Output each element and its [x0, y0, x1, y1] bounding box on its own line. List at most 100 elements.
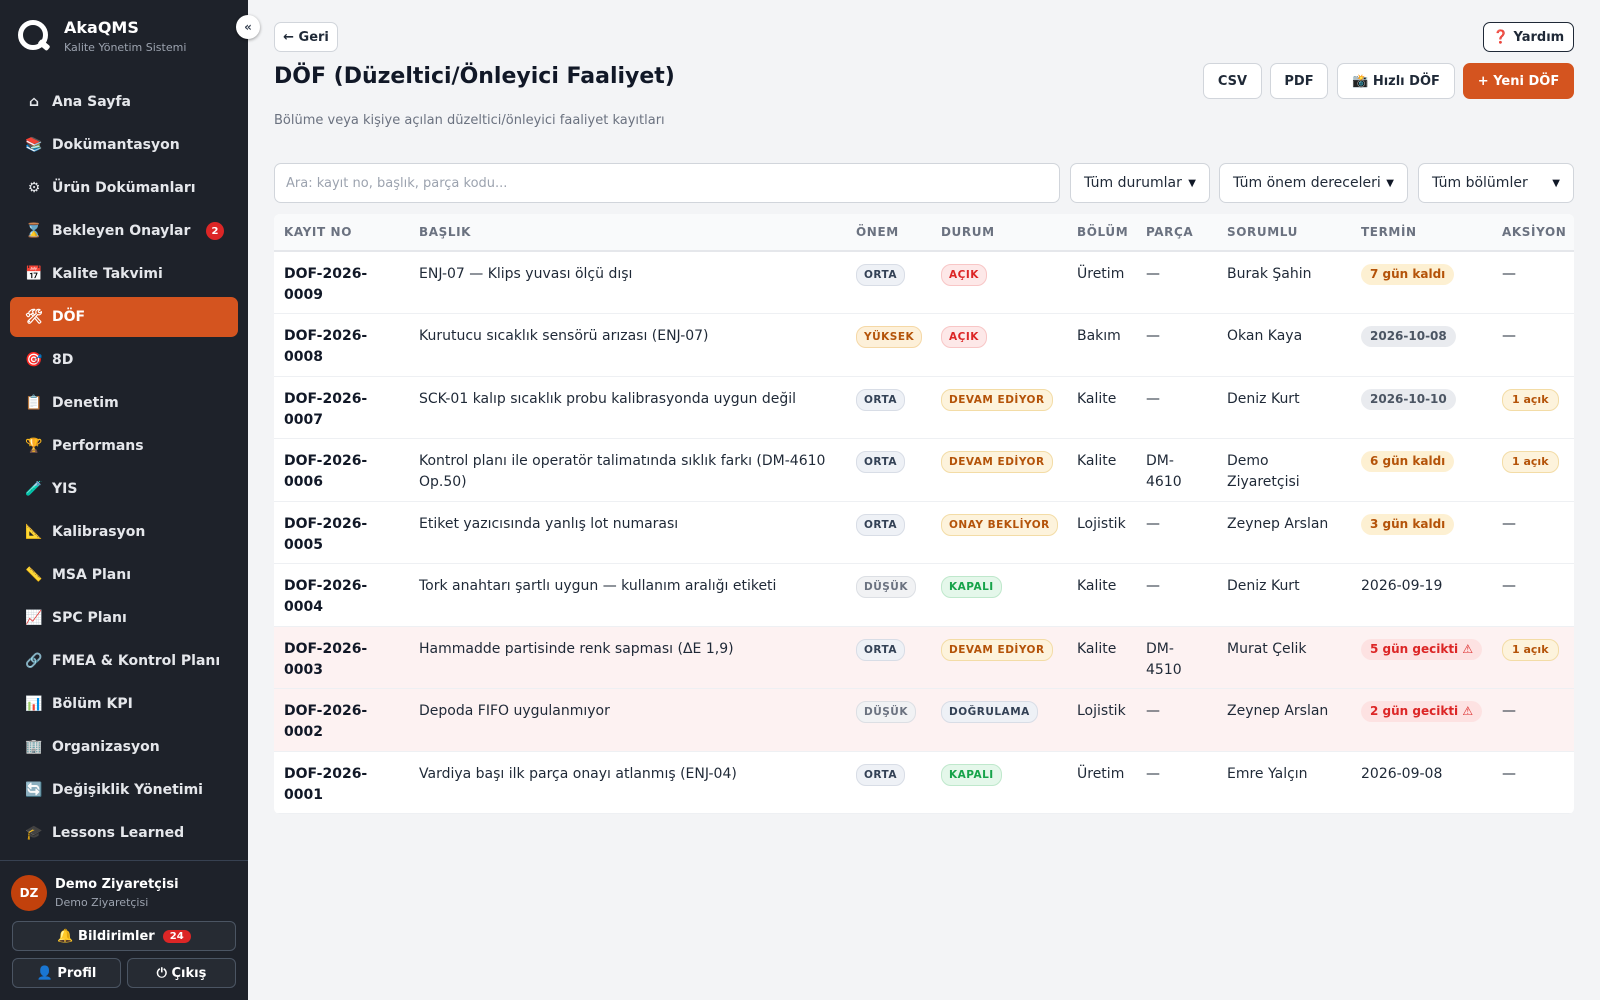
table-row[interactable]: DOF-2026-0002 Depoda FIFO uygulanmıyor DÜŞ…: [274, 688, 1574, 752]
title-cell[interactable]: Vardiya başı ilk parça onayı atlanmış (E…: [409, 751, 846, 814]
sidebar-item-8d[interactable]: 🎯 8D: [10, 340, 238, 380]
table-row[interactable]: DOF-2026-0007 SCK-01 kalıp sıcaklık probu…: [274, 376, 1574, 439]
table-row[interactable]: DOF-2026-0009 ENJ-07 — Klips yuvası ölçü …: [274, 251, 1574, 314]
sidebar-item-label: Kalibrasyon: [52, 524, 146, 540]
column-header[interactable]: DURUM: [931, 214, 1067, 252]
owner-cell: Deniz Kurt: [1217, 563, 1351, 627]
column-header[interactable]: BÖLÜM: [1067, 214, 1136, 252]
collapse-sidebar-button[interactable]: «: [236, 15, 260, 39]
title-cell[interactable]: Hammadde partisinde renk sapması (ΔE 1,9…: [409, 626, 846, 689]
sidebar-item-lessons[interactable]: 🎓 Lessons Learned: [10, 813, 238, 853]
table-row[interactable]: DOF-2026-0006 Kontrol planı ile operatör …: [274, 438, 1574, 502]
column-header[interactable]: SORUMLU: [1217, 214, 1351, 252]
record-id-cell[interactable]: DOF-2026-0003: [274, 626, 409, 689]
table-row[interactable]: DOF-2026-0004 Tork anahtarı şartlı uygun …: [274, 563, 1574, 627]
user-card[interactable]: DZ Demo Ziyaretçisi Demo Ziyaretçisi: [11, 875, 179, 911]
table-row[interactable]: DOF-2026-0008 Kurutucu sıcaklık sensörü a…: [274, 313, 1574, 377]
pending-nav-icon: ⌛: [25, 223, 43, 239]
sidebar-item-audit[interactable]: 📋 Denetim: [10, 383, 238, 423]
title-cell[interactable]: ENJ-07 — Klips yuvası ölçü dışı: [409, 251, 846, 314]
record-id-cell[interactable]: DOF-2026-0002: [274, 688, 409, 752]
record-id-cell[interactable]: DOF-2026-0007: [274, 376, 409, 439]
app-name: AkaQMS: [64, 18, 139, 37]
record-id-cell[interactable]: DOF-2026-0004: [274, 563, 409, 627]
open-actions-badge[interactable]: 1 açık: [1502, 451, 1559, 473]
export-pdf-button[interactable]: PDF: [1270, 63, 1328, 99]
sidebar-item-kpi[interactable]: 📊 Bölüm KPI: [10, 684, 238, 724]
status-badge: AÇIK: [941, 326, 987, 348]
sidebar-item-pending[interactable]: ⌛ Bekleyen Onaylar 2: [10, 211, 238, 251]
column-header[interactable]: KAYIT NO: [274, 214, 409, 252]
status-badge: DEVAM EDİYOR: [941, 451, 1053, 473]
due-badge: 6 gün kaldı: [1361, 451, 1455, 472]
quick-dof-button[interactable]: 📸 Hızlı DÖF: [1337, 63, 1455, 99]
part-cell: —: [1136, 376, 1217, 439]
action-empty: —: [1502, 703, 1516, 719]
sidebar-item-docs[interactable]: 📚 Dokümantasyon: [10, 125, 238, 165]
action-cell: —: [1492, 563, 1574, 627]
sidebar-item-home[interactable]: ⌂ Ana Sayfa: [10, 82, 238, 122]
action-empty: —: [1502, 515, 1516, 532]
sidebar-item-fmea[interactable]: 🔗 FMEA & Kontrol Planı: [10, 641, 238, 681]
record-id-cell[interactable]: DOF-2026-0009: [274, 251, 409, 314]
sidebar-item-change[interactable]: 🔄 Değişiklik Yönetimi: [10, 770, 238, 810]
due-badge: 2 gün gecikti ⚠: [1361, 701, 1483, 722]
action-cell: —: [1492, 688, 1574, 752]
severity-badge: DÜŞÜK: [856, 701, 916, 723]
column-header[interactable]: AKSİYON: [1492, 214, 1574, 252]
help-button[interactable]: ❓ Yardım: [1483, 22, 1574, 52]
notifications-label: 🔔 Bildirimler: [57, 928, 155, 944]
title-cell[interactable]: Depoda FIFO uygulanmıyor: [409, 688, 846, 752]
title-cell[interactable]: SCK-01 kalıp sıcaklık probu kalibrasyond…: [409, 376, 846, 439]
title-cell[interactable]: Tork anahtarı şartlı uygun — kullanım ar…: [409, 563, 846, 627]
column-header[interactable]: BAŞLIK: [409, 214, 846, 252]
column-header[interactable]: TERMİN: [1351, 214, 1492, 252]
new-dof-button[interactable]: + Yeni DÖF: [1463, 63, 1574, 99]
title-cell[interactable]: Etiket yazıcısında yanlış lot numarası: [409, 501, 846, 564]
sidebar-item-msa[interactable]: 📏 MSA Planı: [10, 555, 238, 595]
status-filter-select[interactable]: Tüm durumlar ▼: [1070, 163, 1210, 203]
sidebar-item-performance[interactable]: 🏆 Performans: [10, 426, 238, 466]
record-id-cell[interactable]: DOF-2026-0001: [274, 751, 409, 814]
sidebar-item-label: SPC Planı: [52, 610, 127, 626]
record-id-cell[interactable]: DOF-2026-0005: [274, 501, 409, 564]
profile-button[interactable]: 👤 Profil: [12, 958, 121, 988]
due-cell: 2 gün gecikti ⚠: [1351, 688, 1492, 752]
status-badge: DEVAM EDİYOR: [941, 388, 1053, 411]
department-cell: Kalite: [1067, 376, 1136, 439]
brand[interactable]: AkaQMS Kalite Yönetim Sistemi: [16, 18, 186, 54]
open-actions-badge[interactable]: 1 açık: [1502, 638, 1559, 661]
notifications-button[interactable]: 🔔 Bildirimler 24: [12, 921, 236, 951]
title-cell[interactable]: Kurutucu sıcaklık sensörü arızası (ENJ-0…: [409, 313, 846, 377]
title-cell[interactable]: Kontrol planı ile operatör talimatında s…: [409, 438, 846, 502]
record-id-cell[interactable]: DOF-2026-0008: [274, 313, 409, 377]
search-input[interactable]: [274, 163, 1060, 203]
department-cell: Kalite: [1067, 563, 1136, 627]
logout-button[interactable]: ⏻ Çıkış: [127, 958, 236, 988]
severity-filter-select[interactable]: Tüm önem dereceleri ▼: [1219, 163, 1408, 203]
export-csv-button[interactable]: CSV: [1203, 63, 1262, 99]
status-cell: KAPALI: [931, 751, 1067, 814]
sidebar-item-dof[interactable]: 🛠 DÖF: [10, 297, 238, 337]
owner-cell: Zeynep Arslan: [1217, 501, 1351, 564]
sidebar-item-spc[interactable]: 📈 SPC Planı: [10, 598, 238, 638]
open-actions-badge[interactable]: 1 açık: [1502, 388, 1559, 411]
table-row[interactable]: DOF-2026-0003 Hammadde partisinde renk sa…: [274, 626, 1574, 689]
sidebar-item-calendar[interactable]: 📅 Kalite Takvimi: [10, 254, 238, 294]
column-header[interactable]: PARÇA: [1136, 214, 1217, 252]
table-row[interactable]: DOF-2026-0005 Etiket yazıcısında yanlış l…: [274, 501, 1574, 564]
sidebar-item-label: Ürün Dokümanları: [52, 180, 196, 196]
back-button[interactable]: ← Geri: [274, 22, 338, 52]
owner-cell: Demo Ziyaretçisi: [1217, 438, 1351, 502]
department-filter-select[interactable]: Tüm bölümler ▼: [1418, 163, 1574, 203]
sidebar-item-org[interactable]: 🏢 Organizasyon: [10, 727, 238, 767]
column-header[interactable]: ÖNEM: [846, 214, 931, 252]
sidebar-item-product-docs[interactable]: ⚙ Ürün Dokümanları: [10, 168, 238, 208]
action-cell: —: [1492, 501, 1574, 564]
record-id-cell[interactable]: DOF-2026-0006: [274, 438, 409, 502]
sidebar-item-calibration[interactable]: 📐 Kalibrasyon: [10, 512, 238, 552]
pending-count-badge: 2: [206, 222, 224, 240]
sidebar-item-yis[interactable]: 🧪 YIS: [10, 469, 238, 509]
table-row[interactable]: DOF-2026-0001 Vardiya başı ilk parça onay…: [274, 751, 1574, 814]
sidebar-item-label: Organizasyon: [52, 739, 160, 755]
